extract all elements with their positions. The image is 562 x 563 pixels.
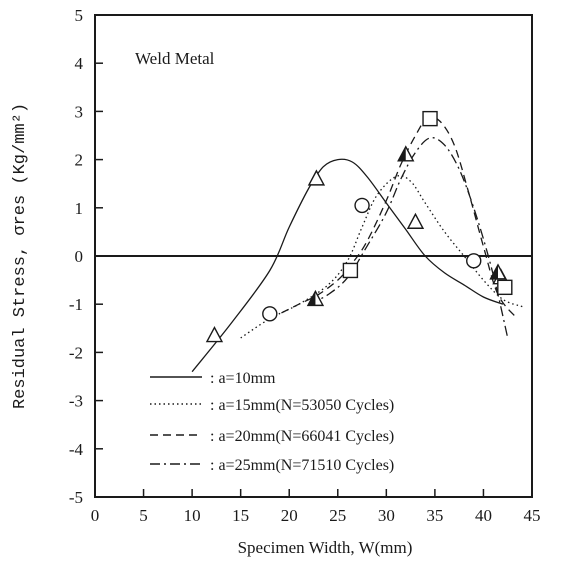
data-point xyxy=(406,212,425,229)
data-point xyxy=(422,110,438,127)
x-tick-label: 25 xyxy=(329,506,346,525)
series-line-4 xyxy=(308,137,509,339)
legend-label-3: : a=20mm(N=66041 Cycles) xyxy=(210,428,394,445)
x-tick-label: 35 xyxy=(426,506,443,525)
x-tick-label: 40 xyxy=(475,506,492,525)
legend-label-1: : a=10mm xyxy=(210,370,276,387)
x-tick-label: 10 xyxy=(184,506,201,525)
y-tick-label: 4 xyxy=(75,54,84,73)
y-tick-label: -2 xyxy=(69,343,83,362)
series-markers xyxy=(205,110,513,343)
data-point xyxy=(205,326,224,343)
data-point xyxy=(497,279,513,296)
x-tick-label: 45 xyxy=(524,506,541,525)
series-line-1 xyxy=(191,158,504,373)
x-tick-label: 15 xyxy=(232,506,249,525)
y-tick-label: 2 xyxy=(75,151,84,170)
y-tick-label: -1 xyxy=(69,295,83,314)
series-curves xyxy=(191,116,523,373)
y-tick-label: -4 xyxy=(69,440,84,459)
y-tick-label: -3 xyxy=(69,392,83,411)
legend-label-2: : a=15mm(N=53050 Cycles) xyxy=(210,397,394,414)
x-tick-label: 30 xyxy=(378,506,395,525)
y-tick-label: -5 xyxy=(69,488,83,507)
legend-label-4: : a=25mm(N=71510 Cycles) xyxy=(210,457,394,474)
series-line-3 xyxy=(269,116,518,320)
y-tick-label: 1 xyxy=(75,199,84,218)
data-point xyxy=(342,262,359,279)
data-point xyxy=(307,169,326,186)
x-tick-label: 5 xyxy=(139,506,148,525)
data-point-fill xyxy=(490,264,499,279)
data-point-fill xyxy=(307,291,316,306)
data-point xyxy=(466,253,482,269)
x-axis-label: Specimen Width, W(mm) xyxy=(238,538,413,557)
data-point xyxy=(262,306,278,322)
data-point xyxy=(354,197,370,214)
x-tick-label: 20 xyxy=(281,506,298,525)
y-tick-label: 3 xyxy=(75,102,84,121)
y-tick-label: 5 xyxy=(75,6,84,25)
legend: : a=10mm : a=15mm(N=53050 Cycles) : a=20mm… xyxy=(150,370,394,474)
data-point-fill xyxy=(398,146,406,161)
x-tick-label: 0 xyxy=(91,506,100,525)
y-tick-label: 0 xyxy=(75,247,84,266)
series-line-2 xyxy=(240,174,523,339)
y-axis-label: Residual Stress, σres (Kg/mm²) xyxy=(11,103,30,409)
annotation-weld-metal: Weld Metal xyxy=(135,49,215,68)
